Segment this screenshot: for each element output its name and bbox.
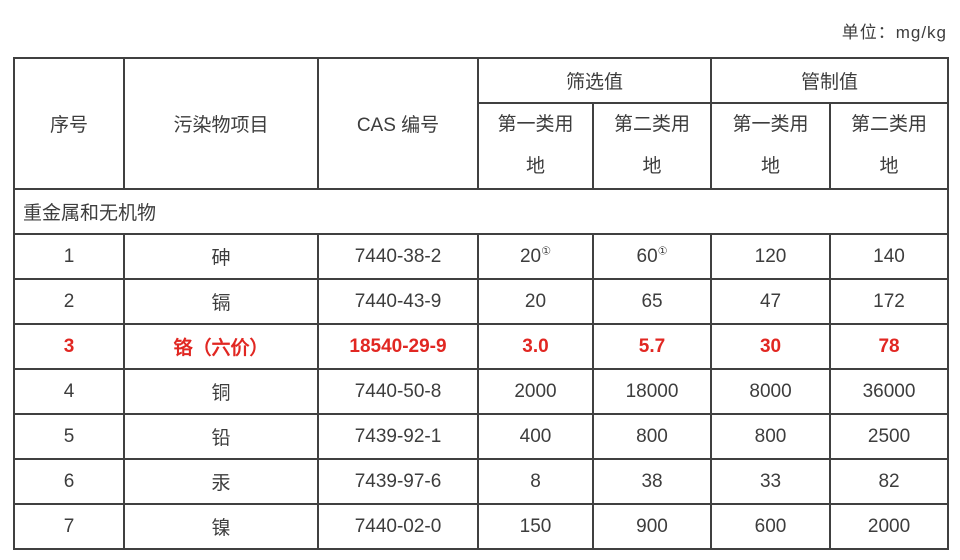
row-value: 150	[477, 503, 594, 550]
table-row: 1 砷 7440-38-2 20① 60① 120 140	[13, 233, 950, 280]
row-no: 3	[13, 323, 125, 370]
table-row: 5 铅 7439-92-1 400 800 800 2500	[13, 413, 950, 460]
row-value: 900	[591, 503, 713, 550]
row-pollutant: 铅	[123, 413, 319, 460]
section-header-row: 重金属和无机物	[12, 188, 950, 235]
header-control-land2: 第二类用地	[829, 102, 950, 190]
row-value: 47	[710, 278, 832, 325]
subheader-line2: 地	[879, 156, 899, 177]
row-value: 5.7	[591, 323, 713, 370]
row-cas: 7440-02-0	[317, 503, 479, 550]
row-value: 2000	[829, 503, 950, 550]
row-value: 20	[477, 278, 594, 325]
row-pollutant: 铬（六价）	[123, 323, 319, 370]
row-value: 800	[710, 413, 832, 460]
row-pollutant: 砷	[123, 233, 319, 280]
row-value: 8	[477, 458, 594, 505]
table-row: 2 镉 7440-43-9 20 65 47 172	[13, 278, 950, 325]
subheader-line1: 第一类用	[732, 114, 809, 135]
row-cas: 7440-50-8	[317, 368, 479, 415]
row-value: 18000	[591, 368, 713, 415]
row-cas: 7440-38-2	[317, 233, 479, 280]
header-col-pollutant: 污染物项目	[123, 57, 319, 190]
header-row-groups: 序号 污染物项目 CAS 编号 筛选值 管制值	[13, 57, 950, 190]
row-value: 172	[829, 278, 950, 325]
header-row-landuse: 第一类用地 第二类用地 第一类用地 第二类用地	[14, 102, 950, 190]
header-screening-land2: 第二类用地	[591, 102, 713, 190]
header-col-no: 序号	[13, 57, 125, 190]
row-pollutant: 铜	[123, 368, 319, 415]
row-value: 20①	[477, 233, 594, 280]
row-value: 600	[710, 503, 832, 550]
header-screening-land1: 第一类用地	[477, 102, 594, 190]
row-pollutant: 汞	[123, 458, 319, 505]
subheader-line2: 地	[525, 156, 545, 177]
row-value: 30	[710, 323, 832, 370]
footnote-marker: ①	[657, 245, 668, 258]
row-pollutant: 镉	[123, 278, 319, 325]
row-value: 140	[829, 233, 950, 280]
header-col-cas: CAS 编号	[317, 57, 479, 190]
pollutant-standards-table: 序号 污染物项目 CAS 编号 筛选值 管制值 第一类用地 第二类用地 第一类用…	[12, 57, 950, 550]
subheader-line2: 地	[642, 156, 662, 177]
subheader-line1: 第一类用	[497, 114, 574, 135]
table-row: 7 镍 7440-02-0 150 900 600 2000	[13, 503, 950, 550]
row-value: 800	[591, 413, 713, 460]
section-label: 重金属和无机物	[12, 188, 950, 235]
row-value: 38	[591, 458, 713, 505]
row-value: 33	[710, 458, 832, 505]
footnote-marker: ①	[541, 245, 551, 258]
table-row: 4 铜 7440-50-8 2000 18000 8000 36000	[13, 368, 950, 415]
unit-label: 单位：mg/kg	[841, 23, 947, 42]
header-group-screening: 筛选值	[476, 57, 713, 104]
row-cas: 18540-29-9	[317, 323, 479, 370]
row-pollutant: 镍	[123, 503, 319, 550]
row-no: 7	[13, 503, 125, 550]
subheader-line2: 地	[761, 156, 781, 177]
row-cas: 7439-92-1	[317, 413, 479, 460]
subheader-line1: 第二类用	[614, 114, 691, 135]
row-value: 120	[710, 233, 832, 280]
row-cas: 7439-97-6	[317, 458, 479, 505]
row-cas: 7440-43-9	[317, 278, 479, 325]
row-value: 82	[829, 458, 950, 505]
row-value: 78	[829, 323, 950, 370]
subheader-line1: 第二类用	[851, 114, 928, 135]
row-no: 1	[13, 233, 125, 280]
header-control-land1: 第一类用地	[710, 102, 832, 190]
table-row: 6 汞 7439-97-6 8 38 33 82	[13, 458, 950, 505]
row-value: 65	[591, 278, 713, 325]
row-value: 60①	[591, 233, 713, 280]
header-group-control: 管制值	[710, 57, 950, 104]
row-value: 400	[477, 413, 594, 460]
row-value: 3.0	[477, 323, 594, 370]
row-no: 5	[13, 413, 125, 460]
table-row: 3 铬（六价） 18540-29-9 3.0 5.7 30 78	[13, 323, 950, 370]
row-no: 2	[13, 278, 125, 325]
row-value: 36000	[829, 368, 950, 415]
row-no: 4	[13, 368, 125, 415]
row-value: 2000	[477, 368, 594, 415]
row-value: 8000	[710, 368, 832, 415]
row-value: 2500	[829, 413, 950, 460]
row-no: 6	[13, 458, 125, 505]
